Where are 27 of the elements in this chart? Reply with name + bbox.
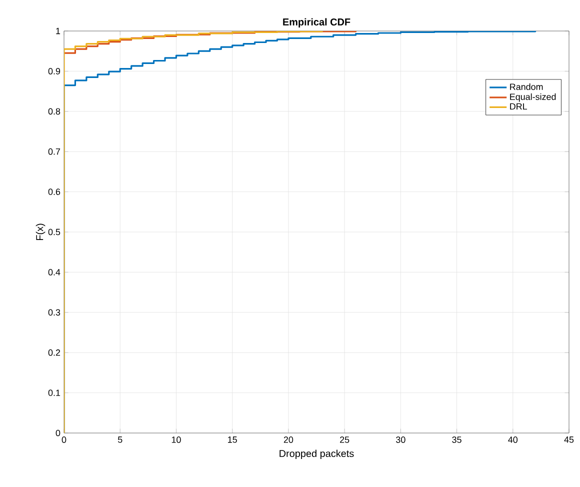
y-tick-label: 0.4 bbox=[48, 269, 60, 276]
y-tick-label: 0.6 bbox=[48, 188, 60, 195]
legend-label: DRL bbox=[510, 103, 528, 110]
x-tick-label: 35 bbox=[452, 436, 462, 443]
x-tick-label: 15 bbox=[228, 436, 237, 443]
x-tick-label: 20 bbox=[284, 436, 294, 443]
y-tick-label: 0.1 bbox=[48, 390, 60, 396]
x-tick-label: 45 bbox=[564, 436, 574, 443]
y-tick-label: 0.9 bbox=[48, 68, 60, 74]
x-axis-title: Dropped packets bbox=[280, 450, 354, 459]
y-tick-label: 0.7 bbox=[48, 148, 60, 155]
y-tick-label: 0.8 bbox=[48, 108, 60, 115]
x-tick-label: 25 bbox=[340, 436, 350, 443]
y-tick-label: 0.2 bbox=[48, 349, 60, 356]
y-tick-label: 0 bbox=[56, 430, 60, 436]
x-tick-label: 5 bbox=[118, 436, 122, 443]
y-axis-title: F(x) bbox=[36, 224, 46, 240]
x-tick-label: 30 bbox=[396, 436, 406, 443]
y-tick-label: 1 bbox=[56, 28, 60, 34]
x-tick-label: 10 bbox=[172, 436, 181, 443]
legend-label: Random bbox=[510, 83, 543, 90]
legend-label: Equal-sized bbox=[510, 93, 556, 102]
x-tick-label: 40 bbox=[508, 436, 518, 443]
y-tick-label: 0.3 bbox=[48, 309, 60, 316]
x-tick-label: 0 bbox=[62, 436, 66, 443]
chart-title: Empirical CDF bbox=[283, 18, 350, 28]
y-tick-label: 0.5 bbox=[48, 228, 60, 236]
